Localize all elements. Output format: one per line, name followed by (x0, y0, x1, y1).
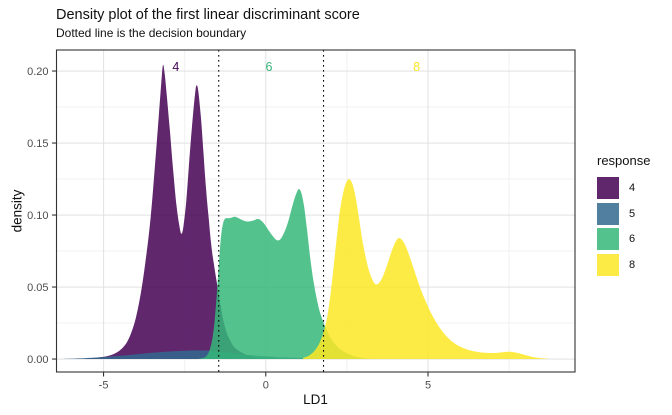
legend-item-label: 4 (629, 182, 636, 194)
legend-swatch-4 (597, 177, 619, 199)
legend-item-5: 5 (597, 202, 650, 225)
series-annotation-8: 8 (413, 60, 420, 74)
legend-title: response (597, 153, 651, 168)
legend-item-6: 6 (597, 228, 650, 250)
legend-item-label: 8 (629, 258, 636, 271)
y-tick-label: 0.05 (27, 282, 48, 294)
page-subtitle: Dotted line is the decision boundary (56, 26, 247, 40)
panel-border (55, 49, 576, 373)
legend-swatch-5 (597, 202, 619, 225)
y-tick-label: 0.20 (27, 66, 48, 78)
legend-swatch-6 (597, 228, 619, 250)
density-area-8 (303, 179, 549, 360)
legend-item-4: 4 (597, 177, 650, 199)
legend: response 4 5 6 8 (597, 153, 650, 279)
series-annotation-4: 4 (172, 60, 179, 74)
x-axis-title: LD1 (303, 392, 328, 407)
density-area-4 (74, 64, 269, 360)
page-title: Density plot of the first linear discrim… (56, 7, 360, 23)
y-axis-title: density (9, 189, 25, 233)
x-tick-label: -5 (99, 380, 109, 392)
x-tick-label: 5 (425, 380, 431, 392)
legend-item-label: 6 (629, 233, 636, 245)
legend-swatch-8 (597, 253, 619, 276)
density-area-6 (199, 189, 367, 360)
legend-item-8: 8 (597, 253, 650, 276)
y-tick-label: 0.10 (27, 210, 48, 222)
x-tick-label: 0 (263, 380, 269, 392)
legend-item-label: 5 (629, 207, 636, 220)
series-annotation-6: 6 (266, 60, 273, 74)
y-tick-label: 0.00 (27, 354, 48, 366)
y-tick-label: 0.15 (27, 138, 48, 150)
